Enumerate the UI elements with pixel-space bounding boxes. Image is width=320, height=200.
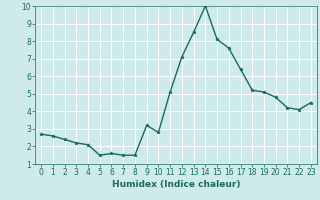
X-axis label: Humidex (Indice chaleur): Humidex (Indice chaleur) (112, 180, 240, 189)
